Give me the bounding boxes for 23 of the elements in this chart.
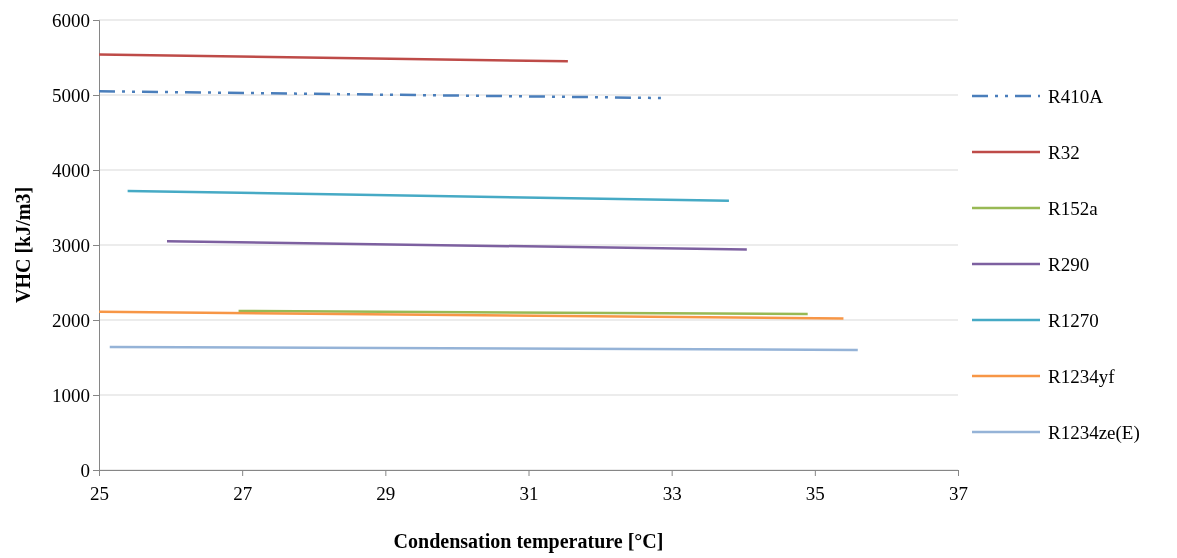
x-axis-title: Condensation temperature [°C] <box>393 530 664 553</box>
legend-label: R1234yf <box>1048 365 1116 387</box>
y-tick-label: 1000 <box>52 384 90 406</box>
y-tick-label: 2000 <box>52 309 90 331</box>
x-tick-label: 29 <box>376 482 396 504</box>
x-tick-label: 27 <box>233 482 253 504</box>
x-tick-label: 37 <box>949 482 968 504</box>
y-tick-label: 6000 <box>52 9 90 31</box>
legend-label: R152a <box>1048 197 1099 219</box>
y-tick-label: 4000 <box>52 159 90 181</box>
x-tick-label: 25 <box>90 482 109 504</box>
x-tick-label: 31 <box>519 482 539 504</box>
y-tick-label: 0 <box>80 459 90 481</box>
legend-label: R410A <box>1048 85 1104 107</box>
x-tick-label: 33 <box>662 482 682 504</box>
y-tick-label: 5000 <box>52 84 90 106</box>
y-tick-label: 3000 <box>52 234 90 256</box>
x-tick-label: 35 <box>805 482 825 504</box>
legend-label: R1270 <box>1048 309 1099 331</box>
legend-label: R32 <box>1048 141 1080 163</box>
legend-label: R1234ze(E) <box>1048 421 1140 444</box>
y-axis-title: VHC [kJ/m3] <box>12 186 34 304</box>
legend-label: R290 <box>1048 253 1090 275</box>
